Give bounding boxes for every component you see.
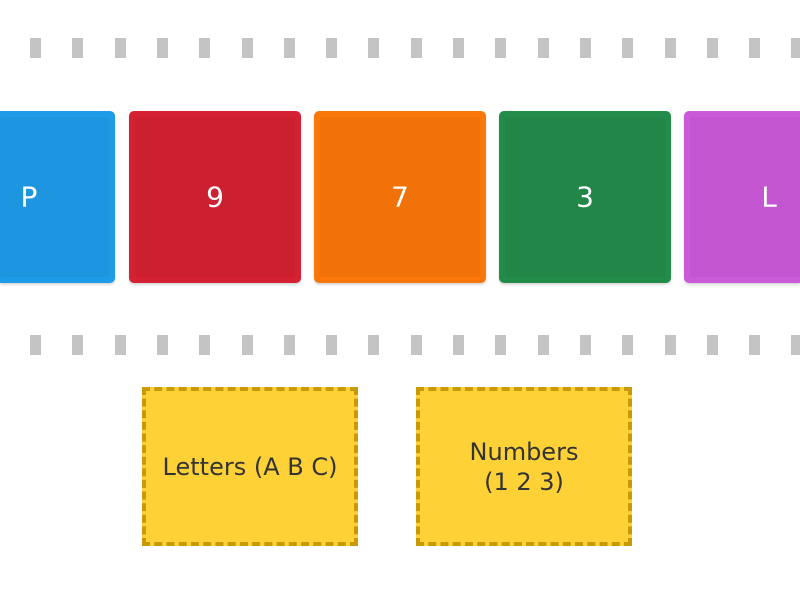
card-3[interactable]: 3	[499, 111, 671, 283]
card-label: 7	[391, 180, 409, 214]
card-9[interactable]: 9	[129, 111, 301, 283]
track-dash	[706, 38, 718, 58]
drop-zone-letters[interactable]: Letters (A B C)	[142, 387, 358, 546]
track-dash	[410, 38, 422, 58]
track-dash	[156, 38, 168, 58]
track-dash	[453, 38, 464, 58]
card-l[interactable]: L	[684, 111, 800, 283]
track-dash	[241, 335, 253, 355]
track-dash	[30, 38, 41, 58]
track-dash	[579, 38, 591, 58]
track-dash	[199, 335, 211, 355]
track-dash	[706, 335, 718, 355]
track-dash	[664, 335, 676, 355]
card-label: 9	[206, 180, 224, 214]
track-dash	[72, 38, 84, 58]
track-dash	[791, 38, 800, 58]
card-label: P	[20, 180, 38, 214]
track-dash	[368, 38, 380, 58]
card-label: L	[761, 180, 777, 214]
track-dash	[72, 335, 84, 355]
drop-zone-label: Numbers (1 2 3)	[469, 437, 579, 496]
track-dash	[30, 335, 41, 355]
track-dash	[749, 335, 761, 355]
track-dash	[326, 335, 338, 355]
card-label: 3	[576, 180, 594, 214]
card-7[interactable]: 7	[314, 111, 486, 283]
track-dash	[241, 38, 253, 58]
track-dash	[791, 335, 800, 355]
track-dash	[283, 335, 295, 355]
track-dash	[326, 38, 338, 58]
track-dash	[579, 335, 591, 355]
track-dash	[749, 38, 761, 58]
drop-zone-label: Letters (A B C)	[162, 452, 338, 481]
track-dash	[156, 335, 168, 355]
track-dash	[114, 38, 126, 58]
track-dash	[368, 335, 380, 355]
track-dash	[114, 335, 126, 355]
track-dash	[537, 335, 549, 355]
track-dash	[410, 335, 422, 355]
card-p[interactable]: P	[0, 111, 115, 283]
track-dash	[495, 38, 507, 58]
track-dash	[453, 335, 464, 355]
track-dash	[495, 335, 507, 355]
track-dash	[199, 38, 211, 58]
track-dash	[283, 38, 295, 58]
track-dash	[537, 38, 549, 58]
track-dash	[664, 38, 676, 58]
drop-zone-numbers[interactable]: Numbers (1 2 3)	[416, 387, 632, 546]
track-dash	[622, 335, 634, 355]
track-dash	[622, 38, 634, 58]
